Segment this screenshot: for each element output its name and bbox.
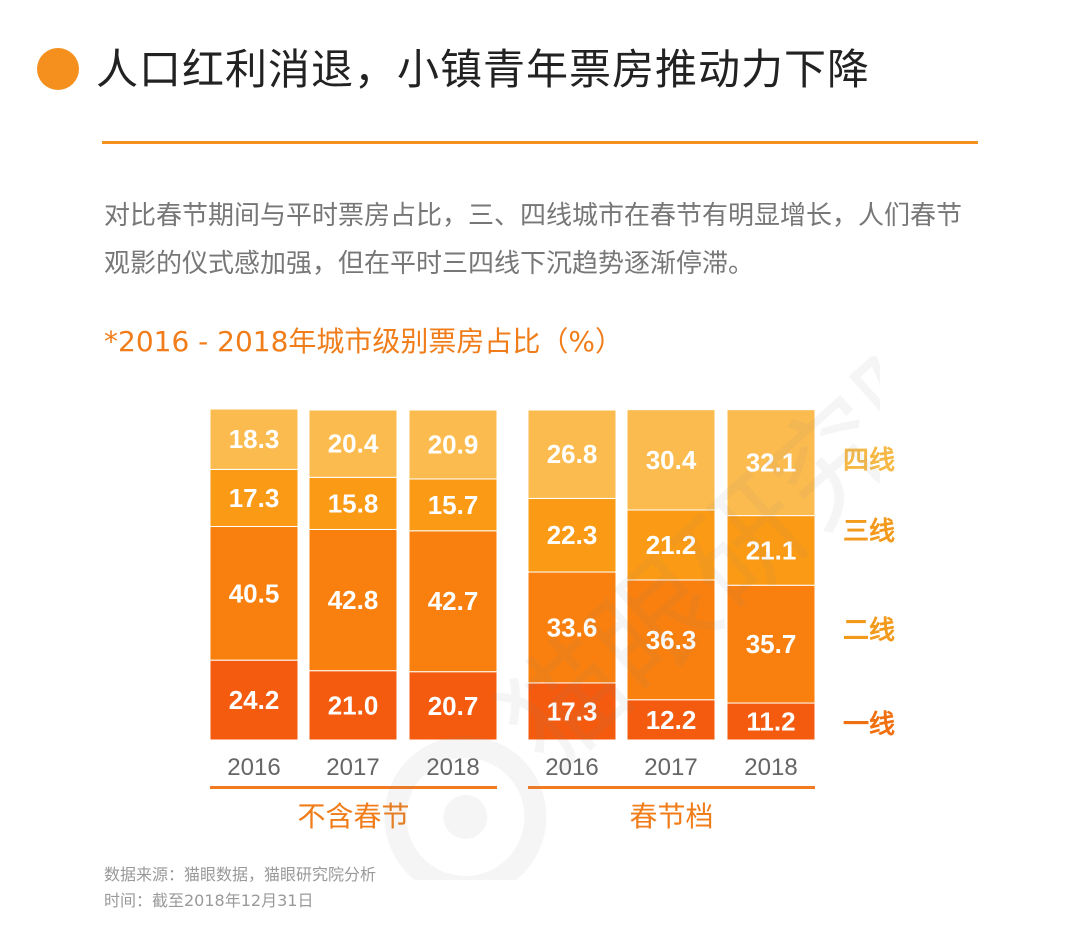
bar-segment-normal-2016-二线 xyxy=(209,525,299,661)
title-bullet-icon xyxy=(37,48,79,90)
time-line: 时间：截至2018年12月31日 xyxy=(104,891,314,910)
data-label: 21.2 xyxy=(646,530,697,560)
x-tick-label: 2017 xyxy=(644,754,697,781)
legend-item: 一线 xyxy=(843,710,895,740)
bar-segment-normal-2018-三线 xyxy=(408,478,498,532)
legend-item: 三线 xyxy=(843,517,895,547)
x-tick-label: 2018 xyxy=(426,754,479,781)
group-underline xyxy=(528,786,815,789)
data-label: 36.3 xyxy=(646,625,697,655)
data-label: 40.5 xyxy=(229,578,280,608)
bar-segment-normal-2017-三线 xyxy=(308,476,398,530)
source-note: 数据来源：猫眼数据，猫眼研究院分析 时间：截至2018年12月31日 xyxy=(104,862,376,914)
data-label: 32.1 xyxy=(746,448,797,478)
bar-segment-spring-2018-二线 xyxy=(726,584,816,704)
x-tick-label: 2017 xyxy=(326,754,379,781)
bar-segment-spring-2016-二线 xyxy=(527,571,617,684)
bar-segment-spring-2017-三线 xyxy=(626,509,716,581)
data-label: 20.4 xyxy=(328,429,379,459)
x-tick-label: 2018 xyxy=(744,754,797,781)
data-label: 20.9 xyxy=(428,429,479,459)
bar-segment-normal-2017-二线 xyxy=(308,528,398,672)
data-label: 24.2 xyxy=(229,685,280,715)
data-label: 21.1 xyxy=(746,535,797,565)
group-underline xyxy=(210,786,497,789)
page-title: 人口红利消退，小镇青年票房推动力下降 xyxy=(96,45,871,94)
data-label: 42.7 xyxy=(428,586,479,616)
bar-segment-spring-2018-三线 xyxy=(726,515,816,586)
legend-item: 四线 xyxy=(843,446,895,476)
bar-segment-normal-2016-四线 xyxy=(209,408,299,470)
bar-segment-spring-2017-一线 xyxy=(626,699,716,741)
bar-segment-spring-2017-二线 xyxy=(626,579,716,701)
bar-segment-normal-2016-一线 xyxy=(209,659,299,741)
bar-segment-normal-2018-四线 xyxy=(408,409,498,480)
chart-title: *2016 - 2018年城市级别票房占比（%） xyxy=(104,325,624,358)
bar-segment-spring-2018-四线 xyxy=(726,409,816,517)
bar-segment-normal-2018-二线 xyxy=(408,530,498,673)
data-label: 42.8 xyxy=(328,585,379,615)
data-label: 22.3 xyxy=(547,520,598,550)
bar-segment-spring-2016-三线 xyxy=(527,497,617,573)
data-label: 20.7 xyxy=(428,691,479,721)
data-label: 26.8 xyxy=(547,439,598,469)
data-label: 12.2 xyxy=(646,705,697,735)
description-text: 对比春节期间与平时票房占比，三、四线城市在春节有明显增长，人们春节观影的仪式感加… xyxy=(104,201,963,279)
group-label: 春节档 xyxy=(629,800,713,833)
data-label: 17.3 xyxy=(229,483,280,513)
bar-segment-spring-2018-一线 xyxy=(726,702,816,741)
bar-segment-normal-2016-三线 xyxy=(209,468,299,527)
x-tick-label: 2016 xyxy=(227,754,280,781)
data-label: 33.6 xyxy=(547,612,598,642)
data-label: 15.7 xyxy=(428,490,479,520)
source-line: 数据来源：猫眼数据，猫眼研究院分析 xyxy=(104,865,377,884)
legend-item: 二线 xyxy=(843,616,895,646)
x-tick-label: 2016 xyxy=(545,754,598,781)
data-label: 11.2 xyxy=(746,707,795,737)
bar-segment-spring-2017-四线 xyxy=(626,409,716,511)
bar-segment-normal-2017-四线 xyxy=(308,409,398,478)
data-label: 35.7 xyxy=(746,629,797,659)
bar-segment-spring-2016-四线 xyxy=(527,409,617,499)
bar-segment-normal-2018-一线 xyxy=(408,671,498,741)
group-label: 不含春节 xyxy=(297,800,409,833)
data-label: 30.4 xyxy=(646,445,697,475)
title-divider xyxy=(102,141,978,144)
data-label: 21.0 xyxy=(328,690,379,720)
data-label: 18.3 xyxy=(229,424,280,454)
data-label: 15.8 xyxy=(328,488,379,518)
data-label: 17.3 xyxy=(547,696,598,726)
